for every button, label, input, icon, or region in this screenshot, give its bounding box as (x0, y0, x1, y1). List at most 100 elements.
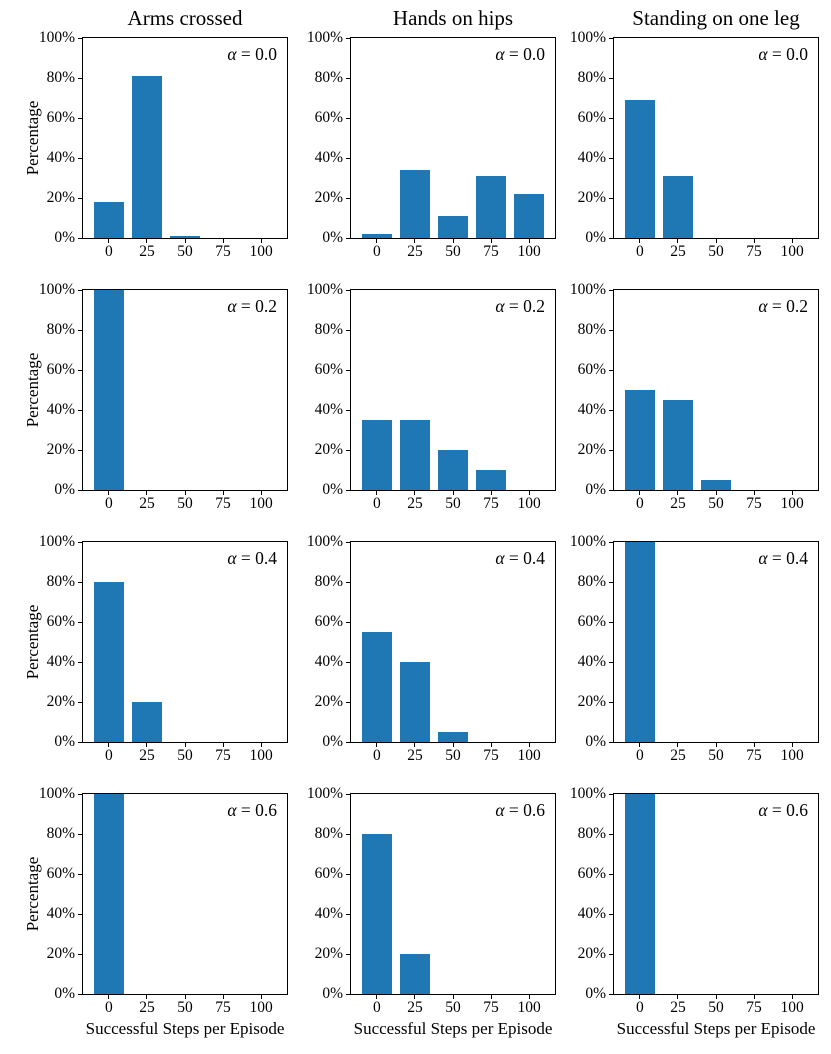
bar-x0 (361, 834, 393, 994)
y-tick-mark (78, 157, 82, 159)
y-tick-label: 80% (46, 321, 75, 338)
y-tick-mark (609, 409, 613, 411)
y-tick-label: 60% (577, 865, 606, 882)
y-tick-label: 60% (577, 613, 606, 630)
subplot-row0-col2: Standing on one leg α = 0.0 0% 20% 40% 60% 80%… (570, 6, 819, 260)
y-tick-label: 0% (54, 985, 75, 1002)
x-tick-label: 50 (445, 999, 461, 1016)
x-tick-mark (222, 743, 224, 747)
x-tick-mark (414, 743, 416, 747)
x-tick-label: 25 (670, 747, 686, 764)
y-tick-mark (609, 449, 613, 451)
y-tick-label: 40% (314, 401, 343, 418)
alpha-annotation: α = 0.2 (495, 296, 545, 317)
y-tick-mark (609, 117, 613, 119)
subplot-row3-col0: α = 0.6 0% 20% 40% 60% 80% 100% 0 25 50 75 100 Perce… (23, 785, 288, 1038)
x-tick-mark (222, 995, 224, 999)
y-tick-label: 0% (585, 985, 606, 1002)
y-axis-label: Percentage (23, 352, 42, 428)
y-tick-label: 60% (46, 865, 75, 882)
x-tick-label: 25 (407, 243, 423, 260)
y-tick-mark (346, 409, 350, 411)
y-tick-mark (609, 489, 613, 491)
x-tick-mark (146, 239, 148, 243)
x-tick-label: 0 (105, 243, 113, 260)
y-tick-label: 40% (314, 905, 343, 922)
y-tick-label: 100% (38, 281, 75, 298)
x-tick-mark (260, 239, 262, 243)
y-tick-label: 100% (569, 785, 606, 802)
alpha-symbol: α (758, 296, 768, 316)
x-tick-label: 50 (177, 999, 193, 1016)
x-tick-label: 25 (139, 747, 155, 764)
y-tick-mark (78, 541, 82, 543)
alpha-value: = 0.6 (236, 800, 277, 820)
alpha-symbol: α (227, 548, 237, 568)
alpha-symbol: α (758, 800, 768, 820)
column-title: Standing on one leg (632, 6, 800, 30)
x-tick-mark (376, 239, 378, 243)
y-tick-mark (609, 329, 613, 331)
x-tick-mark (639, 239, 641, 243)
y-tick-label: 0% (54, 733, 75, 750)
y-tick-mark (346, 741, 350, 743)
x-tick-mark (108, 995, 110, 999)
x-tick-mark (639, 743, 641, 747)
y-tick-mark (78, 489, 82, 491)
y-tick-mark (609, 37, 613, 39)
alpha-value: = 0.6 (504, 800, 545, 820)
y-tick-label: 0% (322, 733, 343, 750)
y-tick-label: 60% (46, 613, 75, 630)
y-tick-mark (78, 409, 82, 411)
x-tick-label: 75 (746, 243, 762, 260)
y-tick-label: 60% (577, 361, 606, 378)
y-tick-mark (609, 197, 613, 199)
x-tick-mark (376, 491, 378, 495)
x-tick-mark (108, 239, 110, 243)
y-tick-label: 20% (46, 693, 75, 710)
x-tick-label: 100 (780, 999, 804, 1016)
y-tick-label: 0% (54, 229, 75, 246)
bar-x100 (513, 194, 545, 238)
x-tick-label: 25 (139, 495, 155, 512)
y-tick-mark (78, 37, 82, 39)
y-tick-mark (609, 77, 613, 79)
y-tick-label: 60% (577, 109, 606, 126)
x-tick-mark (452, 743, 454, 747)
y-tick-label: 100% (38, 785, 75, 802)
y-tick-mark (609, 157, 613, 159)
y-tick-label: 20% (577, 441, 606, 458)
alpha-annotation: α = 0.2 (758, 296, 808, 317)
x-tick-label: 50 (708, 747, 724, 764)
alpha-value: = 0.4 (504, 548, 545, 568)
x-tick-mark (376, 743, 378, 747)
x-tick-label: 0 (373, 243, 381, 260)
y-tick-label: 20% (577, 945, 606, 962)
alpha-annotation: α = 0.6 (227, 800, 277, 821)
alpha-value: = 0.0 (767, 44, 808, 64)
bar-x0 (93, 582, 125, 742)
x-tick-label: 75 (483, 243, 499, 260)
y-tick-label: 0% (322, 985, 343, 1002)
alpha-value: = 0.6 (767, 800, 808, 820)
y-tick-mark (78, 117, 82, 119)
x-tick-label: 100 (517, 495, 541, 512)
y-tick-mark (78, 993, 82, 995)
y-tick-label: 100% (38, 29, 75, 46)
alpha-value: = 0.4 (236, 548, 277, 568)
column-title: Hands on hips (392, 6, 514, 30)
y-tick-mark (78, 621, 82, 623)
x-tick-mark (528, 239, 530, 243)
y-tick-mark (78, 449, 82, 451)
bar-x0 (624, 390, 656, 490)
y-tick-label: 20% (46, 189, 75, 206)
y-tick-label: 80% (314, 321, 343, 338)
x-tick-label: 75 (215, 747, 231, 764)
x-tick-label: 0 (636, 495, 644, 512)
y-tick-label: 20% (314, 441, 343, 458)
bar-x75 (475, 470, 507, 490)
subplot-row2-col0: α = 0.4 0% 20% 40% 60% 80% 100% 0 25 50 75 100 Perce… (23, 533, 288, 764)
x-tick-mark (184, 491, 186, 495)
y-tick-mark (346, 117, 350, 119)
y-tick-mark (346, 661, 350, 663)
